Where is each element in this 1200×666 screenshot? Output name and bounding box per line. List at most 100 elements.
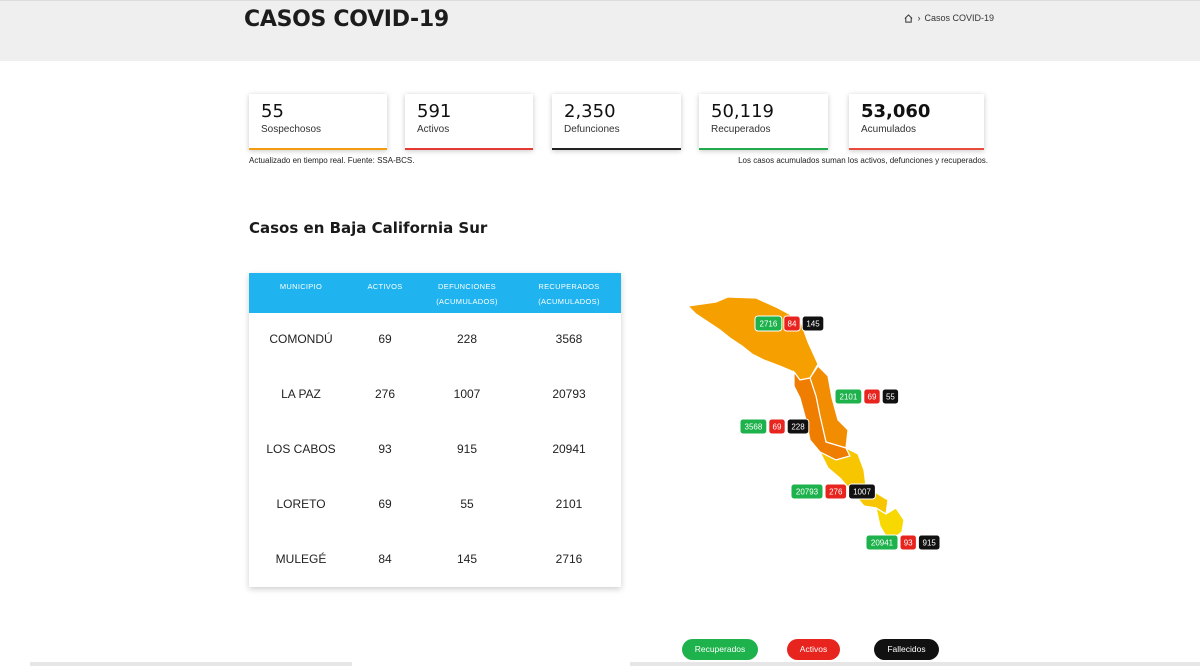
stat-color-bar (699, 148, 828, 150)
map-badge-rec: 2716 (754, 315, 783, 332)
breadcrumb: › Casos COVID-19 (904, 13, 994, 23)
legend-activos[interactable]: Activos (787, 639, 840, 660)
cell-defunciones: 915 (456, 442, 478, 456)
table-row: LOS CABOS 93 915 20941 (249, 423, 621, 478)
cell-defunciones: 1007 (453, 387, 481, 401)
map-badge-def: 915 (917, 534, 941, 551)
page-title: CASOS COVID-19 (244, 7, 449, 32)
stat-label: Sospechosos (261, 124, 322, 135)
legend-recuperados[interactable]: Recuperados (682, 639, 758, 660)
stat-card: 50,119 Recuperados (699, 94, 828, 150)
cell-activos: 69 (378, 332, 392, 346)
cell-recuperados: 20941 (552, 442, 586, 456)
cell-defunciones: 145 (456, 552, 478, 566)
map-badge-def: 228 (786, 418, 810, 435)
accumulated-note: Los casos acumulados suman los activos, … (738, 156, 988, 165)
header-defunciones-line1: DEFUNCIONES (438, 282, 496, 291)
map-badge-text: 228 (791, 423, 805, 432)
map-badge-text: 69 (868, 393, 877, 402)
table-header: MUNICIPIO ACTIVOS DEFUNCIONES (ACUMULADO… (249, 273, 621, 313)
map-badge-rec: 20793 (790, 483, 824, 500)
map-badge-def: 55 (881, 388, 900, 405)
stat-label: Defunciones (564, 124, 620, 135)
stat-label: Acumulados (861, 124, 917, 135)
table-row: LORETO 69 55 2101 (249, 478, 621, 533)
map-badge-rec: 2101 (834, 388, 863, 405)
update-note: Actualizado en tiempo real. Fuente: SSA-… (249, 156, 415, 165)
stat-color-bar (405, 148, 533, 150)
map-badge-text: 276 (829, 488, 843, 497)
map-badge-text: 2716 (760, 320, 778, 329)
map-badge-text: 2101 (840, 393, 858, 402)
cell-activos: 69 (378, 497, 392, 511)
breadcrumb-separator: › (917, 13, 921, 23)
map-badge-act: 84 (783, 315, 801, 332)
map-badge-text: 145 (806, 320, 820, 329)
header-defunciones: DEFUNCIONES (ACUMULADOS) (417, 279, 517, 309)
map-badge-text: 20941 (871, 539, 894, 548)
cell-municipio: LA PAZ (281, 387, 321, 401)
cell-activos: 93 (378, 442, 392, 456)
header-defunciones-line2: (ACUMULADOS) (436, 297, 498, 306)
stat-color-bar (552, 148, 681, 150)
legend-fallecidos[interactable]: Fallecidos (874, 639, 939, 660)
region-loscabos[interactable] (875, 506, 905, 539)
cell-recuperados: 20793 (552, 387, 586, 401)
map-badge-rec: 20941 (865, 534, 899, 551)
stat-card: 53,060 Acumulados (849, 94, 984, 150)
map-badge-act: 93 (899, 534, 917, 551)
stat-color-bar (849, 148, 984, 150)
map-badge-text: 55 (886, 393, 895, 402)
cell-recuperados: 3568 (555, 332, 583, 346)
bcs-map: 2716 84 145 2101 69 55 3568 69 228 20793 276 1007 20… (686, 296, 941, 551)
breadcrumb-current: Casos COVID-19 (924, 13, 994, 23)
map-badge-text: 3568 (745, 423, 763, 432)
map-badge-def: 1007 (848, 483, 876, 500)
map-badge-text: 20793 (796, 488, 819, 497)
map-badge-act: 276 (824, 483, 848, 500)
bottom-strip (30, 662, 352, 666)
cell-defunciones: 55 (460, 497, 474, 511)
bottom-strip (630, 662, 1200, 666)
map-badge-text: 84 (788, 320, 797, 329)
cell-municipio: MULEGÉ (275, 552, 327, 566)
map-badge-def: 145 (801, 315, 825, 332)
stat-value: 55 (261, 101, 284, 122)
cell-recuperados: 2101 (555, 497, 583, 511)
stat-color-bar (249, 148, 387, 150)
cell-municipio: LORETO (276, 497, 326, 511)
cell-activos: 84 (378, 552, 392, 566)
map-badge-act: 69 (863, 388, 881, 405)
home-icon[interactable] (904, 13, 913, 23)
map-badge-text: 915 (923, 539, 937, 548)
region-lapaz[interactable] (818, 446, 889, 515)
stat-label: Recuperados (711, 124, 771, 135)
stat-card: 591 Activos (405, 94, 533, 150)
header-municipio: MUNICIPIO (279, 282, 323, 291)
region-mulege[interactable] (686, 296, 819, 381)
table-row: LA PAZ 276 1007 20793 (249, 368, 621, 423)
table-row: MULEGÉ 84 145 2716 (249, 533, 621, 588)
header-activos: ACTIVOS (367, 282, 403, 291)
cases-table: MUNICIPIO ACTIVOS DEFUNCIONES (ACUMULADO… (249, 273, 621, 587)
header-recuperados-line1: RECUPERADOS (538, 282, 600, 291)
stat-value: 53,060 (861, 101, 931, 122)
map-badge-rec: 3568 (739, 418, 768, 435)
map-badge-text: 69 (773, 423, 782, 432)
map-badge-text: 93 (904, 539, 913, 548)
stat-value: 591 (417, 101, 452, 122)
cell-recuperados: 2716 (555, 552, 583, 566)
section-title: Casos en Baja California Sur (249, 219, 488, 237)
page-header: CASOS COVID-19 › Casos COVID-19 (0, 0, 1200, 61)
stat-value: 2,350 (564, 101, 616, 122)
stat-card: 55 Sospechosos (249, 94, 387, 150)
cell-municipio: COMONDÚ (269, 332, 333, 346)
stat-label: Activos (417, 124, 450, 135)
cell-activos: 276 (374, 387, 396, 401)
table-row: COMONDÚ 69 228 3568 (249, 313, 621, 368)
cell-municipio: LOS CABOS (266, 442, 336, 456)
map-badge-act: 69 (768, 418, 786, 435)
stat-card: 2,350 Defunciones (552, 94, 681, 150)
map-badge-text: 1007 (853, 488, 871, 497)
header-recuperados: RECUPERADOS (ACUMULADOS) (517, 279, 621, 309)
